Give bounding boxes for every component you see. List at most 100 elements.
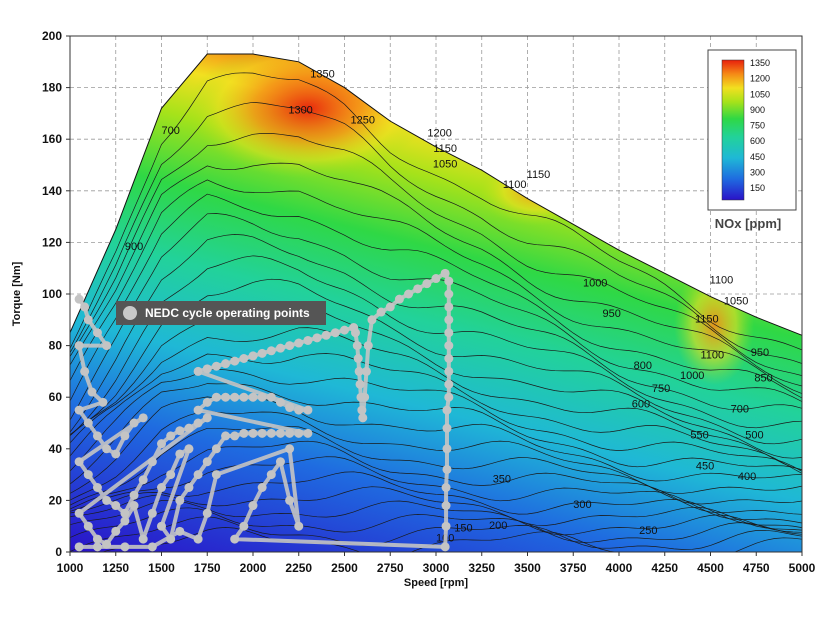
operating-trace — [77, 271, 451, 549]
contour-line — [70, 133, 802, 376]
x-tick-label: 1000 — [57, 561, 84, 575]
nedc-operating-points — [74, 268, 454, 552]
x-tick-label: 2250 — [285, 561, 312, 575]
contour-label: 1150 — [433, 143, 457, 155]
x-tick-label: 4500 — [697, 561, 724, 575]
x-tick-label: 2750 — [377, 561, 404, 575]
contour-line — [70, 516, 802, 552]
x-tick-label: 1500 — [148, 561, 175, 575]
contour-label: 700 — [731, 404, 749, 416]
x-tick-label: 2500 — [331, 561, 358, 575]
contour-label: 1100 — [701, 350, 725, 362]
contour-label: 950 — [751, 347, 769, 359]
contour-line — [70, 410, 802, 501]
contour-label: 500 — [745, 429, 763, 441]
y-tick-label: 20 — [49, 493, 63, 507]
contour-label: 350 — [493, 473, 511, 485]
colorbar-ticks: 150 300 450 600 750 900 1050 1200 1350 — [750, 58, 770, 193]
y-tick-label: 100 — [42, 287, 62, 301]
y-tick-label: 0 — [55, 545, 62, 559]
contour-line — [70, 179, 802, 394]
contour-label: 1050 — [724, 295, 748, 307]
contour-label: 700 — [161, 125, 179, 137]
contour-label: 1200 — [427, 128, 451, 140]
contour-label: 1300 — [288, 104, 312, 116]
y-tick-label: 180 — [42, 81, 62, 95]
contour-label: 1150 — [527, 169, 551, 181]
contour-label: 400 — [738, 471, 756, 483]
colorbar-tick-label: 150 — [750, 183, 765, 193]
colorbar-tick-label: 750 — [750, 121, 765, 131]
colorbar-ramp — [721, 59, 745, 201]
contour-line — [70, 72, 802, 351]
contour-label: 150 — [454, 522, 472, 534]
contour-line — [70, 425, 802, 506]
y-axis-label: Torque [Nm] — [11, 261, 23, 326]
contour-line — [70, 162, 802, 387]
contour-line — [70, 499, 802, 536]
x-tick-label: 1250 — [102, 561, 129, 575]
contour-label: 1150 — [695, 313, 719, 325]
x-tick-label: 5000 — [789, 561, 816, 575]
contour-label: 450 — [696, 460, 714, 472]
colorbar-tick-label: 300 — [750, 167, 765, 177]
contour-line — [70, 327, 802, 471]
x-tick-label: 2000 — [240, 561, 267, 575]
contour-label: 800 — [634, 360, 652, 372]
contour-label: 1050 — [433, 159, 457, 171]
colorbar: 150 300 450 600 750 900 1050 1200 1350 NOx [ppm] — [707, 49, 797, 231]
y-tick-label: 160 — [42, 132, 62, 146]
x-tick-label: 1750 — [194, 561, 221, 575]
contour-line — [70, 486, 802, 531]
contour-line — [70, 234, 802, 433]
contour-label: 900 — [125, 241, 143, 253]
colorbar-tick-label: 1200 — [750, 74, 770, 84]
legend-label: NEDC cycle operating points — [145, 306, 310, 320]
colorbar-tick-label: 1350 — [750, 58, 770, 68]
contour-label: 850 — [754, 373, 772, 385]
max-torque-curve — [69, 53, 803, 336]
contour-label: 550 — [690, 429, 708, 441]
contour-label: 950 — [603, 308, 621, 320]
contour-line — [70, 255, 802, 436]
contour-label: 1100 — [710, 275, 734, 287]
contour-line — [70, 383, 802, 485]
y-axis-ticks: 0 20 40 60 80 100 120 140 160 180 200 — [42, 29, 70, 559]
contour-label: 1250 — [351, 115, 375, 127]
contour-label: 1000 — [583, 277, 607, 289]
x-tick-label: 4750 — [743, 561, 770, 575]
colorbar-tick-label: 600 — [750, 136, 765, 146]
x-tick-label: 3000 — [423, 561, 450, 575]
colorbar-tick-label: 900 — [750, 105, 765, 115]
legend-box — [116, 301, 326, 325]
colorbar-tick-label: 1050 — [750, 89, 770, 99]
contour-labels: 1350130012501200115010501100115070090010… — [125, 68, 773, 544]
contour-label: 750 — [652, 383, 670, 395]
contour-label: 1000 — [680, 370, 704, 382]
contour-line — [70, 471, 802, 528]
x-tick-label: 3500 — [514, 561, 541, 575]
contour-label: 1100 — [503, 179, 527, 191]
contour-line — [70, 353, 802, 474]
contour-line — [70, 369, 802, 472]
x-tick-label: 4250 — [651, 561, 678, 575]
y-tick-label: 120 — [42, 235, 62, 249]
contour-line — [70, 101, 802, 364]
contour-label: 1350 — [310, 68, 334, 80]
contour-label: 600 — [632, 399, 650, 411]
colorbar-title: NOx [ppm] — [715, 216, 781, 231]
contour-label: 300 — [573, 499, 591, 511]
contour-label: 200 — [489, 520, 507, 532]
y-tick-label: 200 — [42, 29, 62, 43]
x-axis-ticks: 1000 1250 1500 1750 2000 2250 2500 2750 3000 3250… — [57, 552, 816, 575]
y-tick-label: 40 — [49, 442, 63, 456]
contour-label: 250 — [639, 525, 657, 537]
legend-marker — [123, 306, 137, 320]
contour-line — [70, 302, 802, 459]
contour-line — [70, 507, 802, 543]
colorbar-tick-label: 450 — [750, 152, 765, 162]
x-axis-label: Speed [rpm] — [404, 577, 469, 589]
legend: NEDC cycle operating points — [116, 301, 326, 325]
y-tick-label: 140 — [42, 184, 62, 198]
